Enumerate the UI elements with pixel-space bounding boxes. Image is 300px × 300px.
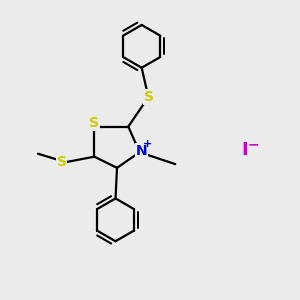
Text: S: S [89,116,99,130]
Text: −: − [248,138,259,152]
Text: S: S [57,155,67,169]
Text: S: S [144,90,154,104]
Text: N: N [135,144,147,158]
Text: +: + [143,139,152,149]
Text: I: I [242,141,248,159]
